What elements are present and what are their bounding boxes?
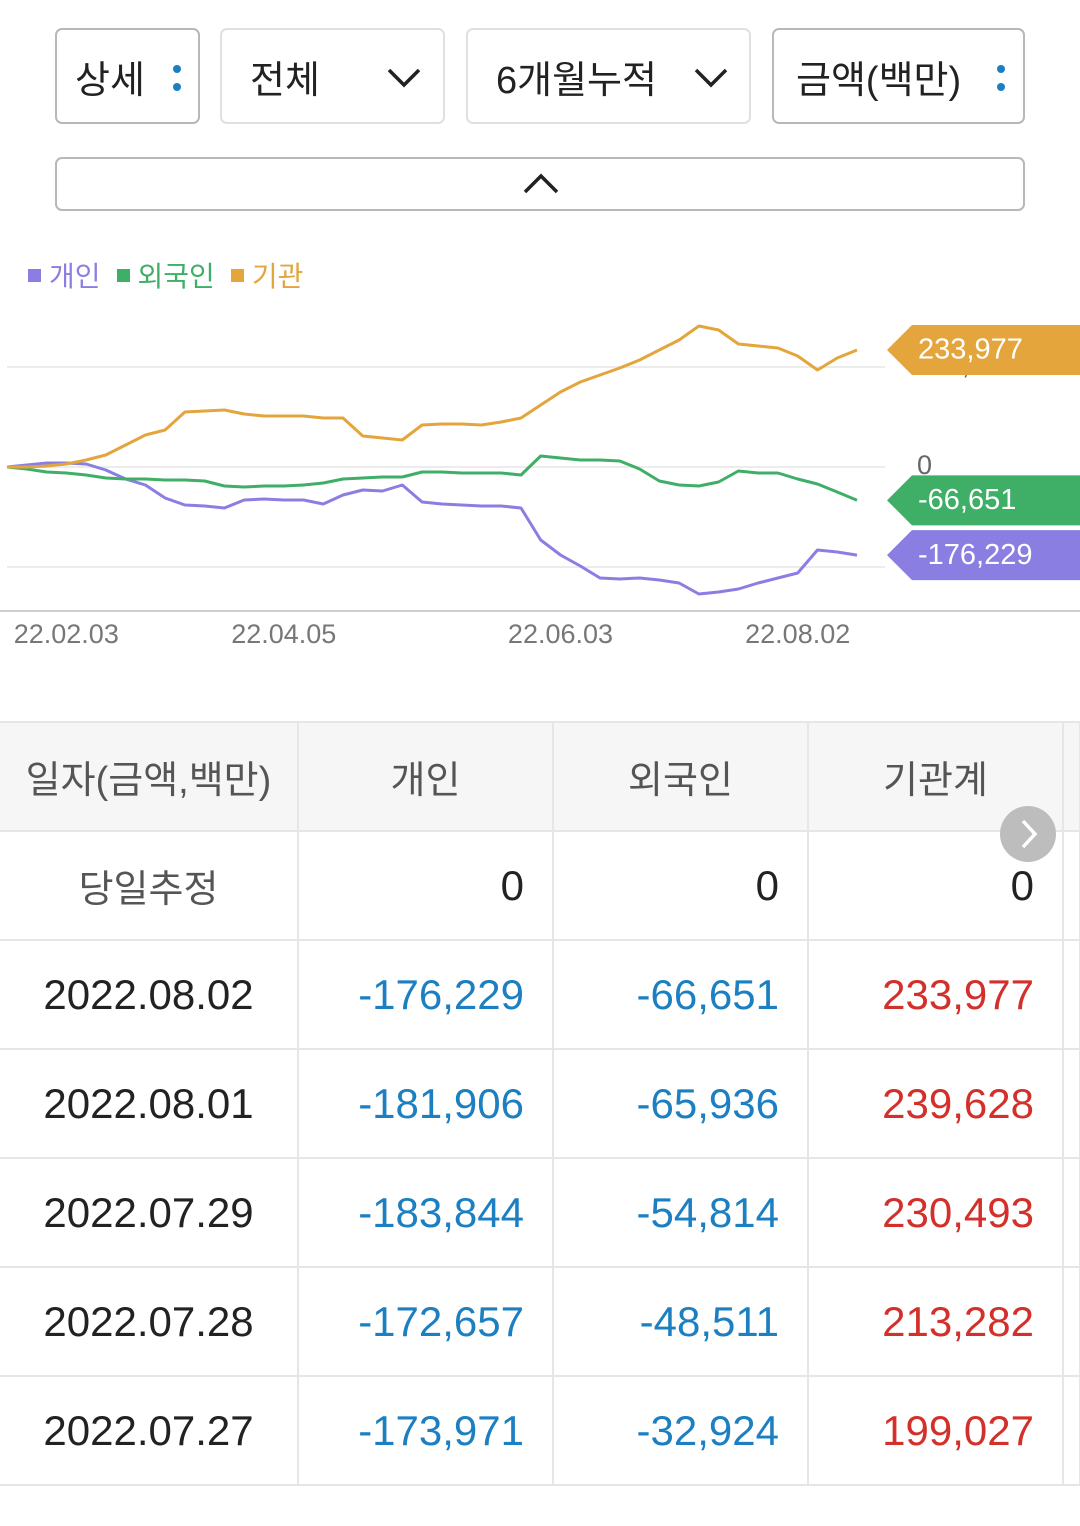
value-cell: -181,906	[297, 1048, 554, 1159]
end-badge	[887, 475, 1080, 526]
value-cell: 230,493	[807, 1157, 1064, 1268]
menu-icon	[173, 65, 181, 91]
value-cell: 233,977	[807, 939, 1064, 1050]
legend-label: 외국인	[137, 261, 215, 292]
chevron-down	[694, 68, 728, 88]
legend-item: 기관	[230, 255, 304, 295]
header-cell: 일자(금액,백만)	[0, 721, 299, 832]
end-badge-label: 233,977	[918, 334, 1023, 366]
unit-button[interactable]: 금액(백만)	[772, 28, 1025, 124]
legend-swatch	[28, 268, 41, 282]
value-cell: -66,651	[552, 939, 809, 1050]
value-cell: 213,282	[807, 1266, 1064, 1377]
date-cell: 2022.07.27	[0, 1375, 299, 1486]
value-cell: 239,628	[807, 1048, 1064, 1159]
date-cell: 2022.08.01	[0, 1048, 299, 1159]
legend-label: 기관	[251, 261, 304, 292]
overflow-cell	[1062, 1266, 1080, 1377]
legend-swatch	[116, 268, 130, 282]
date-cell: 2022.08.02	[0, 939, 299, 1050]
legend: 개인 외국인 기관	[28, 255, 303, 295]
date-cell: 당일추정	[0, 830, 299, 941]
period-select[interactable]: 6개월누적	[466, 28, 751, 124]
header-cell: 외국인	[552, 721, 809, 832]
value-cell: 199,027	[807, 1375, 1064, 1486]
end-badge-label: -66,651	[918, 484, 1016, 516]
value-cell: -183,844	[297, 1157, 554, 1268]
unit-label: 금액(백만)	[796, 59, 962, 102]
series-line	[6, 461, 858, 596]
data-table: 일자(금액,백만) 개인 외국인 기관계 당일추정 0 0 0 2022.08.02 -176,…	[0, 721, 1080, 1486]
chevron-right	[1021, 819, 1038, 849]
table-row: 당일추정 0 0 0	[0, 830, 1080, 941]
date-cell: 2022.07.28	[0, 1266, 299, 1377]
value-cell: -173,971	[297, 1375, 554, 1486]
chevron-down	[387, 68, 421, 88]
value-cell: -172,657	[297, 1266, 554, 1377]
scroll-right-button[interactable]	[1000, 806, 1056, 862]
value-cell: -32,924	[552, 1375, 809, 1486]
table-row: 2022.07.29 -183,844 -54,814 230,493	[0, 1157, 1080, 1268]
value-cell: -54,814	[552, 1157, 809, 1268]
value-cell: 0	[297, 830, 554, 941]
detail-label: 상세	[75, 59, 145, 102]
end-badge	[887, 530, 1080, 581]
y-tick-label: 0	[917, 450, 932, 480]
overflow-cell	[1062, 1375, 1080, 1486]
legend-item: 외국인	[116, 255, 215, 295]
overflow-cell	[1062, 830, 1080, 941]
x-tick-label: 22.04.05	[231, 619, 336, 649]
value-cell: 0	[552, 830, 809, 941]
table-body: 당일추정 0 0 0 2022.08.02 -176,229 -66,651 233,977 2…	[0, 830, 1080, 1486]
header-cell: 개인	[297, 721, 554, 832]
legend-item: 개인	[28, 255, 101, 295]
detail-button[interactable]: 상세	[55, 28, 200, 124]
value-cell: -176,229	[297, 939, 554, 1050]
period-label: 6개월누적	[496, 59, 657, 102]
series-line	[6, 454, 858, 502]
x-tick-label: 22.08.02	[745, 619, 850, 649]
value-cell: -65,936	[552, 1048, 809, 1159]
overflow-cell	[1062, 939, 1080, 1050]
table-row: 2022.07.28 -172,657 -48,511 213,282	[0, 1266, 1080, 1377]
collapse-button[interactable]	[55, 157, 1025, 211]
chevron-up	[523, 173, 559, 194]
header-row: 일자(금액,백만) 개인 외국인 기관계	[0, 721, 1080, 832]
value-cell: -48,511	[552, 1266, 809, 1377]
header-cell-overflow	[1062, 721, 1080, 832]
legend-label: 개인	[49, 261, 101, 292]
chart: -200,0000200,00022.02.0322.04.0522.06.03…	[0, 324, 1080, 649]
overflow-cell	[1062, 1048, 1080, 1159]
x-tick-label: 22.02.03	[14, 619, 119, 649]
scope-label: 전체	[250, 59, 320, 102]
menu-icon	[997, 65, 1005, 91]
table-row: 2022.08.02 -176,229 -66,651 233,977	[0, 939, 1080, 1050]
overflow-cell	[1062, 1157, 1080, 1268]
legend-swatch	[230, 268, 244, 282]
end-badge-label: -176,229	[918, 539, 1033, 571]
series-line	[7, 324, 858, 469]
table-row: 2022.07.27 -173,971 -32,924 199,027	[0, 1375, 1080, 1486]
end-badge	[887, 325, 1080, 376]
x-tick-label: 22.06.03	[508, 619, 613, 649]
table-row: 2022.08.01 -181,906 -65,936 239,628	[0, 1048, 1080, 1159]
scope-select[interactable]: 전체	[220, 28, 445, 124]
date-cell: 2022.07.29	[0, 1157, 299, 1268]
